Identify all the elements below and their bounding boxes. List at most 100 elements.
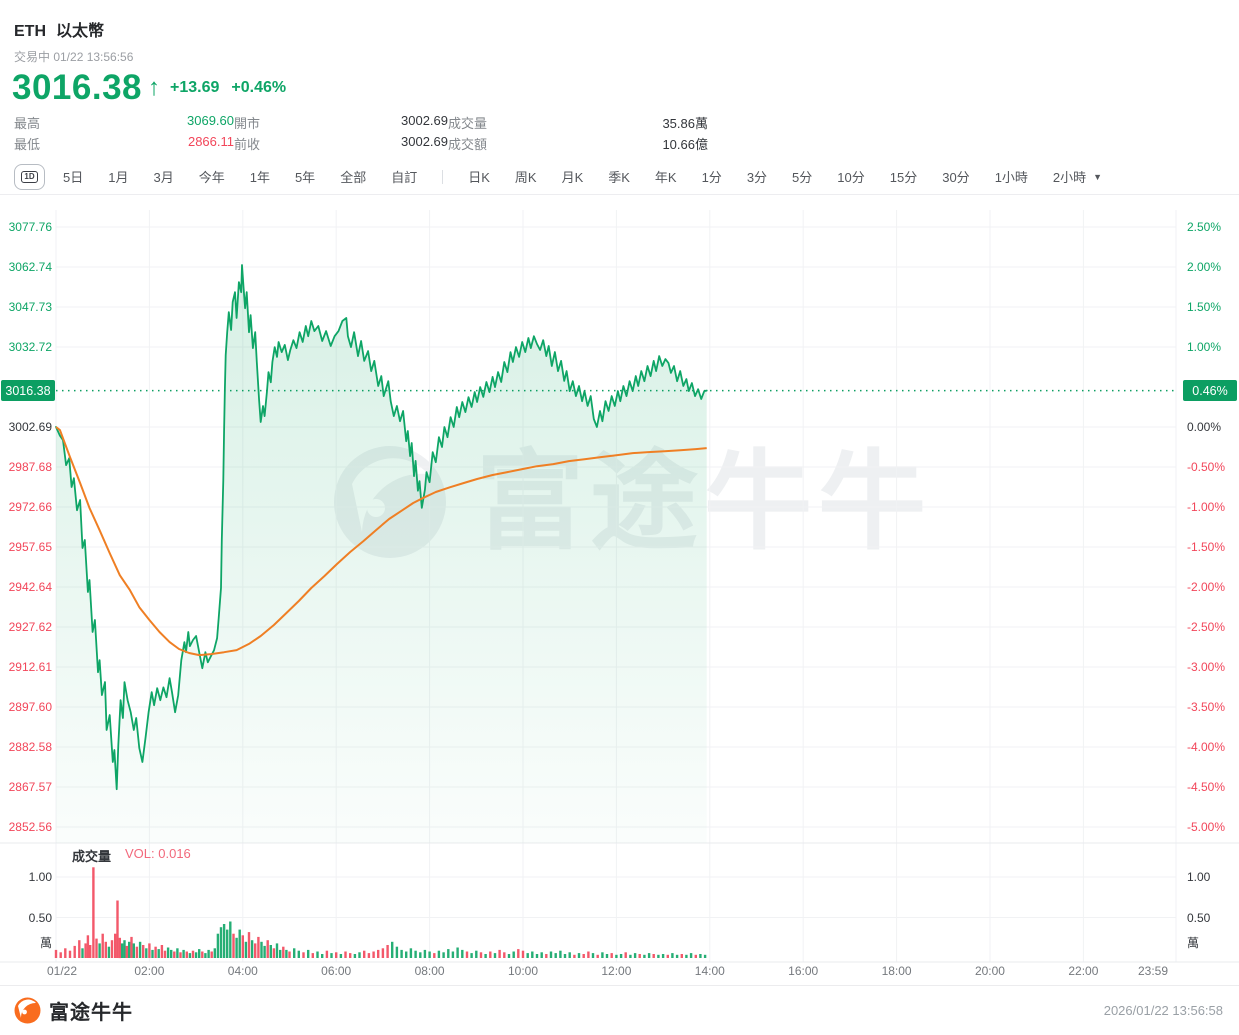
x-axis-label: 06:00 [321,964,352,978]
x-axis-label: 23:59 [1137,964,1169,978]
y-axis-price-label: 2942.64 [8,580,52,594]
x-axis-label: 10:00 [507,964,538,978]
y-axis-pct-label: -2.00% [1187,580,1226,594]
quote-stats: 最高 3069.60 開市 3002.69 成交量 35.86萬 最低 2866.11 前收 30… [14,113,708,155]
stat-label: 成交量 [448,116,488,131]
stat-value: 3002.69 [401,113,448,128]
stat-label: 開市 [234,116,261,131]
symbol-name: 以太幣 [56,23,105,40]
stat-value: 3069.60 [187,113,234,128]
up-arrow-icon: ↑ [148,74,161,101]
brand: 富途牛牛 [14,996,133,1025]
tab-日K[interactable]: 日K [468,170,490,185]
price-change: +13.69 [170,79,220,96]
tab-周K[interactable]: 周K [514,170,537,185]
y-axis-price-label: 2882.58 [8,740,52,754]
tab-1小時[interactable]: 1小時 [994,170,1028,185]
x-axis-label: 20:00 [974,964,1005,978]
stat-label: 成交額 [448,137,488,152]
vol-unit-label: 萬 [39,936,52,950]
tab-10分[interactable]: 10分 [837,170,865,185]
y-axis-pct-label: -1.50% [1187,540,1226,554]
current-pct-badge: 0.46% [1183,380,1237,402]
tab-1年[interactable]: 1年 [249,170,270,185]
tab-季K[interactable]: 季K [608,170,630,185]
toolbar-divider [442,169,444,184]
stat-label: 最低 [14,137,41,152]
futu-logo-icon [14,997,41,1024]
x-axis-label: 08:00 [414,964,445,978]
y-axis-pct-label: -4.00% [1187,740,1226,754]
chart-canvas[interactable] [0,196,1239,985]
tab-5日[interactable]: 5日 [63,170,84,185]
price-chart[interactable]: 富途牛牛 3077.763062.743047.733032.723002.69… [0,196,1239,985]
x-axis-label: 04:00 [227,964,258,978]
y-axis-price-label: 2957.65 [8,540,52,554]
tab-年K[interactable]: 年K [654,170,677,185]
tab-全部[interactable]: 全部 [340,170,367,185]
tab-2小時[interactable]: 2小時 [1052,170,1087,185]
tab-1月[interactable]: 1月 [108,170,129,185]
y-axis-price-label: 2867.57 [8,780,52,794]
tab-3月[interactable]: 3月 [153,170,174,185]
stat-value: 10.66億 [662,137,708,152]
y-axis-price-label: 3062.74 [8,260,52,274]
y-axis-pct-label: -1.00% [1187,500,1226,514]
y-axis-pct-label: -3.50% [1187,700,1226,714]
trading-status: 交易中 01/22 13:56:56 [14,50,134,64]
y-axis-pct-label: -4.50% [1187,780,1226,794]
tab-5年[interactable]: 5年 [294,170,316,185]
y-axis-price-label: 3032.72 [8,340,52,354]
y-axis-price-label: 3077.76 [8,220,52,234]
period-toolbar: 1D 5日 1月 3月 今年 1年 5年 全部 自訂 日K 周K 月K 季K 年K 1分 3分 5分 10分 15… [0,159,1239,195]
y-axis-pct-label: 1.50% [1187,300,1222,314]
vol-axis-label: 0.50 [1187,910,1211,925]
tab-今年[interactable]: 今年 [198,170,225,185]
x-axis-label: 14:00 [694,964,725,978]
x-axis-label: 22:00 [1068,964,1099,978]
y-axis-pct-label: -2.50% [1187,620,1226,634]
y-axis-pct-label: 1.00% [1187,340,1222,354]
tab-3分[interactable]: 3分 [746,170,768,185]
vol-axis-label: 1.00 [28,870,52,884]
y-axis-pct-label: 0.00% [1187,420,1222,434]
instrument-title: ETH 以太幣 [14,17,104,41]
tab-月K[interactable]: 月K [561,170,584,185]
y-axis-price-label: 2852.56 [8,820,52,834]
tab-5分[interactable]: 5分 [792,170,813,185]
x-axis-label: 02:00 [134,964,165,978]
brand-name: 富途牛牛 [49,1002,133,1024]
1d-icon: 1D [21,170,38,183]
tab-自訂[interactable]: 自訂 [391,170,418,185]
vol-unit-label: 萬 [1187,936,1200,950]
tab-1分[interactable]: 1分 [701,170,722,185]
y-axis-price-label: 3002.69 [8,420,52,434]
y-axis-pct-label: -3.00% [1187,660,1226,674]
price-change-pct: +0.46% [231,79,287,96]
stat-label: 最高 [14,116,41,131]
volume-pane-title: 成交量 [72,849,112,864]
current-price-badge: 3016.38 [1,380,55,402]
vol-axis-label: 1.00 [1187,870,1211,884]
y-axis-price-label: 2912.61 [8,660,52,674]
volume-value: VOL: 0.016 [125,846,191,861]
symbol-code: ETH [14,23,46,40]
y-axis-pct-label: 2.00% [1187,260,1222,274]
x-axis-label: 18:00 [881,964,912,978]
y-axis-pct-label: -0.50% [1187,460,1226,474]
tab-30分[interactable]: 30分 [942,170,970,185]
stat-value: 3002.69 [401,134,448,149]
y-axis-pct-label: 2.50% [1187,220,1222,234]
y-axis-price-label: 2972.66 [8,500,52,514]
y-axis-price-label: 2927.62 [8,620,52,634]
y-axis-price-label: 3047.73 [8,300,52,314]
x-axis-label: 12:00 [601,964,632,978]
quote-header: ETH 以太幣 交易中 01/22 13:56:56 3016.38 ↑ +13.… [0,0,1239,160]
y-axis-price-label: 2987.68 [8,460,52,474]
x-axis-label: 01/22 [46,964,78,978]
vol-axis-label: 0.50 [28,910,52,925]
tab-15分[interactable]: 15分 [889,170,918,185]
intraday-1d-button[interactable]: 1D [14,163,45,190]
chevron-down-icon[interactable]: ▼ [1093,171,1103,182]
x-axis-label: 16:00 [788,964,819,978]
